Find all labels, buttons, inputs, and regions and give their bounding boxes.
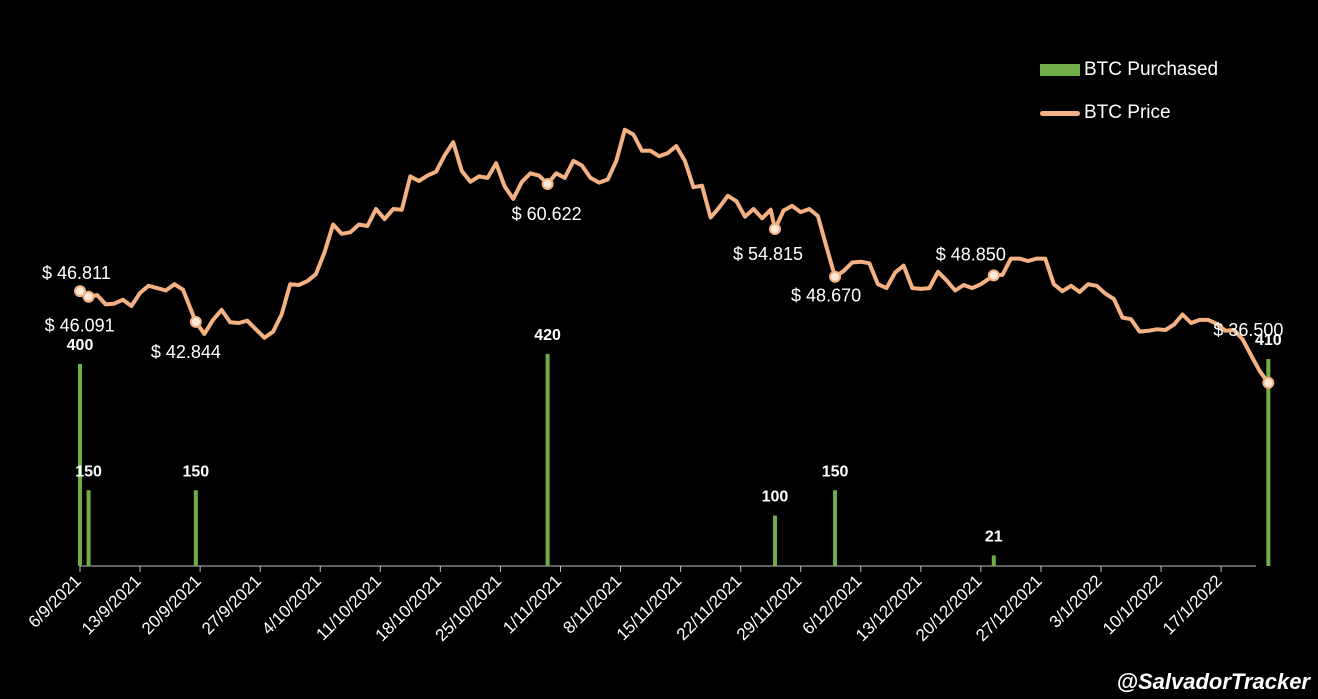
price-marker — [1262, 376, 1275, 389]
price-polyline — [78, 127, 1271, 385]
bar-value-label: 100 — [762, 489, 789, 506]
bar-value-label: 150 — [182, 463, 209, 480]
price-marker — [829, 270, 842, 283]
price-value-label: $ 48.670 — [791, 286, 861, 306]
bar — [1266, 358, 1271, 566]
x-tick-label: 6/9/2021 — [25, 571, 85, 631]
btc-purchased-bars — [78, 353, 1271, 566]
x-tick-label: 27/9/2021 — [198, 571, 265, 638]
legend-item-btc-price: BTC Price — [1040, 101, 1218, 125]
x-tick-label: 10/1/2022 — [1099, 571, 1166, 638]
price-value-label: $ 36.500 — [1213, 320, 1283, 340]
bar-value-label: 400 — [67, 337, 94, 354]
price-marker — [189, 315, 202, 328]
price-value-label: $ 46.811 — [42, 263, 111, 283]
watermark: @SalvadorTracker — [1116, 669, 1311, 694]
legend: BTC Purchased BTC Price — [1040, 58, 1218, 144]
price-marker — [74, 285, 86, 298]
price-value-label: $ 48.850 — [936, 244, 1006, 264]
data-labels: 400 150 150 420 100 150 21 410 $ 46.811 $ 46.091 $… — [42, 204, 1283, 545]
bar — [772, 515, 777, 566]
x-tick-label: 17/1/2022 — [1159, 571, 1226, 638]
legend-label-btc-price: BTC Price — [1084, 102, 1171, 123]
x-axis: 6/9/202113/9/202120/9/202127/9/20214/10/… — [25, 565, 1256, 645]
price-value-label: $ 54.815 — [733, 244, 803, 264]
legend-item-btc-purchased: BTC Purchased — [1040, 58, 1218, 82]
price-value-label: $ 60.622 — [512, 204, 582, 224]
bar — [86, 490, 91, 566]
price-value-label: $ 42.844 — [151, 342, 221, 362]
bar — [193, 490, 198, 566]
bar-value-label: 150 — [75, 463, 102, 480]
bar-value-label: 420 — [534, 327, 561, 344]
bar — [991, 555, 996, 566]
price-marker — [82, 290, 95, 303]
price-marker — [987, 269, 1000, 282]
legend-swatch-line — [1040, 110, 1080, 116]
bar-value-label: 21 — [985, 528, 1003, 545]
bar — [833, 490, 838, 566]
x-tick-label: 20/9/2021 — [138, 571, 205, 638]
bar-value-label: 410 — [1255, 332, 1282, 349]
btc-price-line — [74, 127, 1275, 389]
x-tick-label: 3/1/2022 — [1046, 571, 1106, 631]
x-tick-label: 1/11/2021 — [499, 571, 565, 637]
bar-value-label: 150 — [822, 463, 849, 480]
legend-label-btc-purchased: BTC Purchased — [1084, 59, 1219, 80]
bar — [78, 364, 82, 566]
bar — [545, 353, 550, 566]
x-tick-label: 13/9/2021 — [78, 571, 145, 638]
x-tick-label: 29/11/2021 — [733, 571, 806, 644]
price-marker — [768, 223, 781, 236]
price-marker — [541, 177, 554, 190]
price-value-label: $ 46.091 — [45, 316, 115, 336]
legend-swatch-bar — [1040, 64, 1080, 76]
